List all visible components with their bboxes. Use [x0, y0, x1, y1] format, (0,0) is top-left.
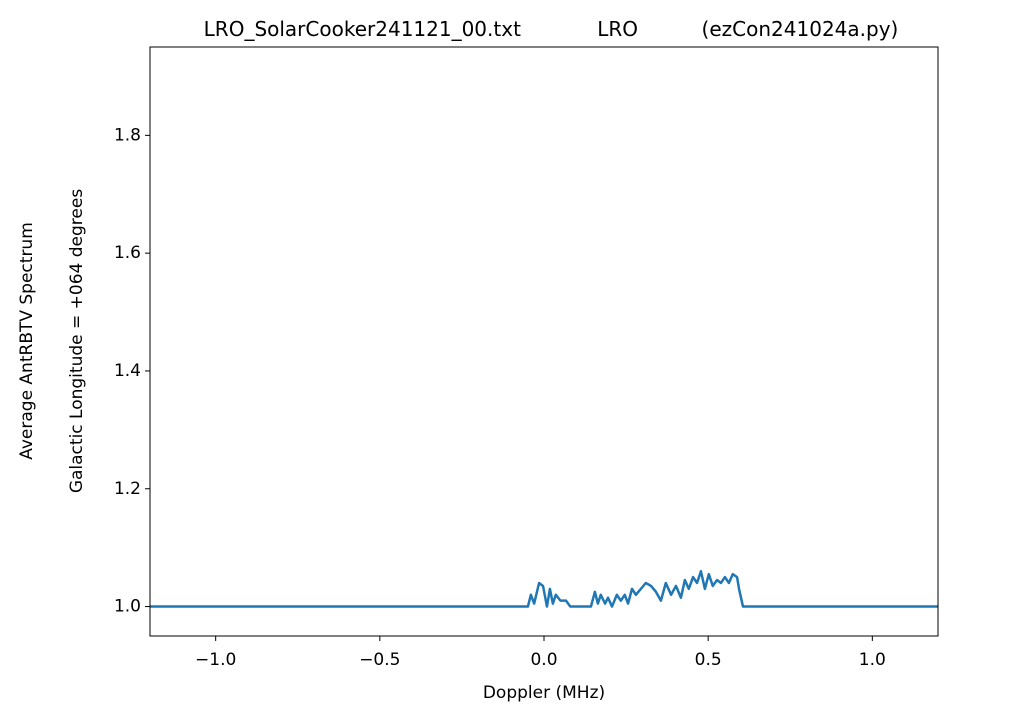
y-axis-label: Galactic Longitude = +064 degrees [67, 189, 87, 493]
data-line [150, 569, 938, 608]
y-tick-label: 1.2 [114, 479, 141, 499]
y-tick-label: 1.8 [114, 125, 141, 145]
y-tick-label: 1.4 [114, 361, 141, 381]
y-tick-label: 1.0 [114, 597, 141, 617]
x-axis-label: Doppler (MHz) [483, 683, 605, 703]
y-axis-label: Average AntRBTV Spectrum [17, 222, 37, 460]
y-tick-label: 1.6 [114, 243, 141, 263]
plot-frame [149, 46, 939, 637]
x-tick-label: −0.5 [359, 650, 400, 670]
x-tick-label: 1.0 [859, 650, 886, 670]
x-tick-label: 0.5 [695, 650, 722, 670]
x-tick-label: 0.0 [530, 650, 557, 670]
chart-title: LRO_SolarCooker241121_00.txt LRO (ezCon2… [204, 17, 899, 41]
x-tick-label: −1.0 [195, 650, 236, 670]
